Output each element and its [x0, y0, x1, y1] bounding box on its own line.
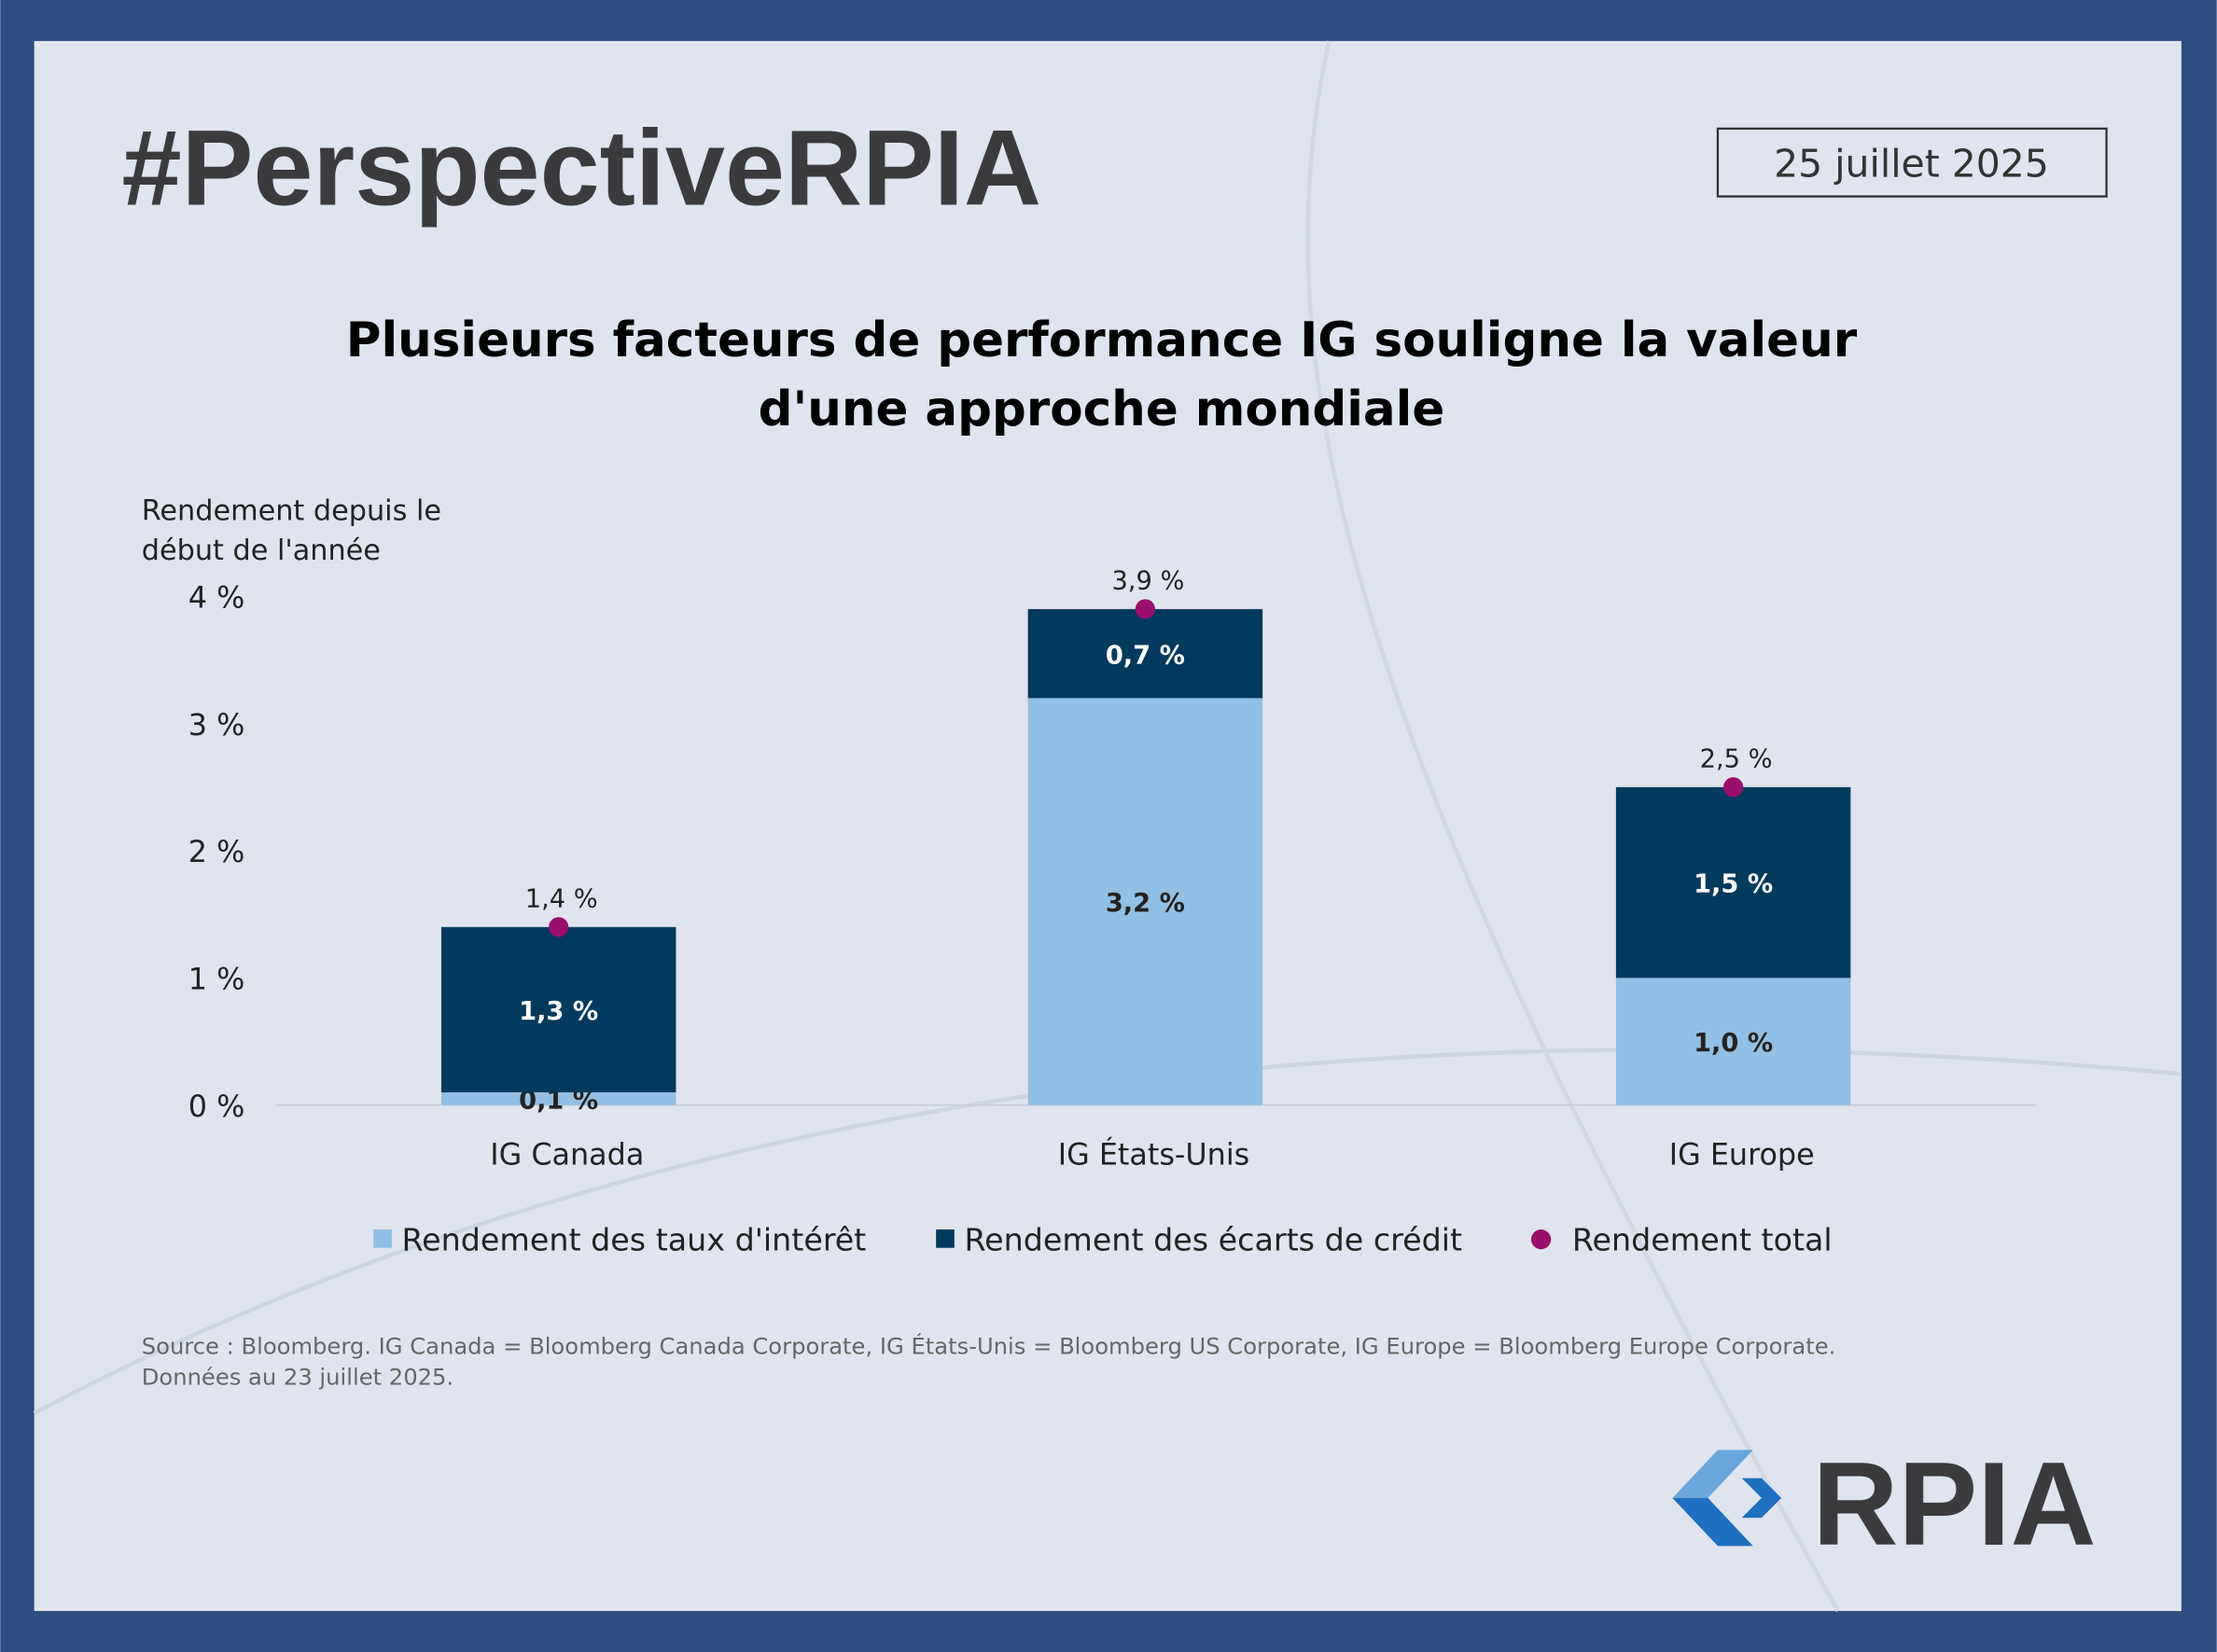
bar-segment: [440, 1092, 676, 1105]
bar-segment: [1027, 608, 1263, 699]
chart-title: Plusieurs facteurs de performance IG sou…: [346, 312, 1858, 368]
total-dot: [1135, 599, 1155, 619]
legend-label: Rendement des écarts de crédit: [964, 1222, 1462, 1258]
legend-swatch: [936, 1229, 955, 1248]
legend-swatch: [373, 1229, 392, 1248]
logo-text: RPIA: [1812, 1437, 2096, 1570]
y-tick-label: 3 %: [188, 707, 245, 743]
y-tick-label: 1 %: [188, 961, 245, 996]
value-label: 1,5 %: [1694, 870, 1773, 899]
source: Source : Bloomberg. IG Canada = Bloomber…: [142, 1332, 1836, 1359]
chart-title: d'une approche mondiale: [759, 382, 1445, 437]
value-label: 3,2 %: [1106, 889, 1185, 918]
total-label: 1,4 %: [525, 885, 598, 914]
bar-segment: [1615, 786, 1851, 979]
legend-label: Rendement total: [1572, 1222, 1833, 1258]
bar-segment: [1615, 978, 1851, 1105]
y-tick-label: 4 %: [188, 579, 245, 615]
bar-segment: [440, 926, 676, 1093]
decor: [1305, 40, 1840, 1613]
logo-mark: [1672, 1497, 1753, 1547]
legend-swatch: [1530, 1229, 1552, 1250]
header-title: #PerspectiveRPIA: [122, 109, 1041, 229]
y-axis-label: Rendement depuis le: [142, 495, 441, 528]
bar-segment: [1027, 698, 1263, 1105]
legend-label: Rendement des taux d'intérêt: [402, 1222, 867, 1258]
y-tick-label: 0 %: [188, 1089, 245, 1124]
value-label: 0,7 %: [1106, 641, 1185, 670]
x-tick-label: IG Europe: [1669, 1136, 1815, 1172]
total-label: 2,5 %: [1700, 745, 1773, 774]
total-dot: [1723, 777, 1744, 798]
value-label: 1,0 %: [1694, 1029, 1773, 1058]
value-label: 1,3 %: [519, 997, 598, 1026]
x-tick-label: IG États-Unis: [1058, 1136, 1250, 1172]
x-tick-label: IG Canada: [490, 1136, 644, 1172]
y-tick-label: 2 %: [188, 834, 245, 869]
logo-mark: [1672, 1450, 1753, 1498]
total-label: 3,9 %: [1111, 567, 1184, 596]
total-dot: [549, 917, 569, 937]
y-axis-label: début de l'année: [142, 534, 381, 567]
date-box: [1716, 127, 2108, 198]
date: 25 juillet 2025: [1774, 141, 2049, 186]
source: Données au 23 juillet 2025.: [142, 1365, 453, 1391]
